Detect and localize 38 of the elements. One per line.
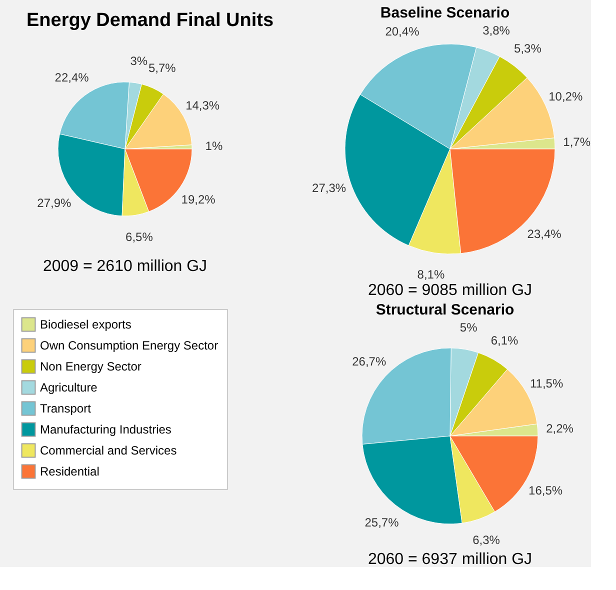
data-label: 6,5%: [126, 230, 154, 244]
data-label: 20,4%: [385, 24, 420, 38]
data-label: 26,7%: [352, 354, 386, 368]
data-label: 1%: [205, 139, 223, 154]
text: 2060 = 9085 million GJ: [368, 282, 532, 299]
data-label: 11,5%: [530, 376, 564, 390]
data-label: 3,8%: [482, 24, 510, 38]
data-label: 5%: [460, 320, 478, 335]
data-label: 19,2%: [181, 192, 216, 206]
data-label: 6,3%: [472, 532, 500, 547]
data-label: 10,2%: [548, 89, 583, 104]
legend-label: Non Energy Sector: [40, 360, 142, 374]
text: 2060 = 6937 million GJ: [368, 551, 532, 568]
data-label: 3%: [130, 54, 148, 68]
legend-label: Transport: [40, 402, 92, 416]
text: 2009 = 2610 million GJ: [42, 258, 208, 275]
data-label: 5,3%: [514, 42, 542, 56]
data-label: 25,7%: [364, 515, 400, 530]
data-label: 16,5%: [528, 484, 563, 498]
data-label: 5,7%: [148, 61, 176, 76]
data-label: 14,3%: [186, 98, 220, 112]
legend-label: Residential: [40, 464, 100, 478]
legend-label: Biodiesel exports: [40, 318, 132, 332]
data-label: 2,2%: [546, 421, 574, 436]
data-label: 22,4%: [54, 70, 90, 85]
chart-title: Baseline Scenario: [380, 4, 510, 22]
data-label: 27,9%: [37, 196, 72, 210]
legend-label: Manufacturing Industries: [40, 422, 172, 436]
legend-label: Commercial and Services: [40, 444, 177, 458]
chart-title: Structural Scenario: [376, 302, 514, 319]
data-label: 1,7%: [563, 135, 591, 150]
legend-label: Agriculture: [40, 380, 98, 394]
chart-title: Energy Demand Final Units: [26, 10, 274, 31]
data-label: 23,4%: [527, 227, 562, 242]
data-label: 8,1%: [417, 268, 445, 282]
legend-label: Own Consumption Energy Sector: [40, 338, 218, 352]
data-label: 27,3%: [312, 180, 346, 195]
data-label: 6,1%: [490, 333, 518, 348]
